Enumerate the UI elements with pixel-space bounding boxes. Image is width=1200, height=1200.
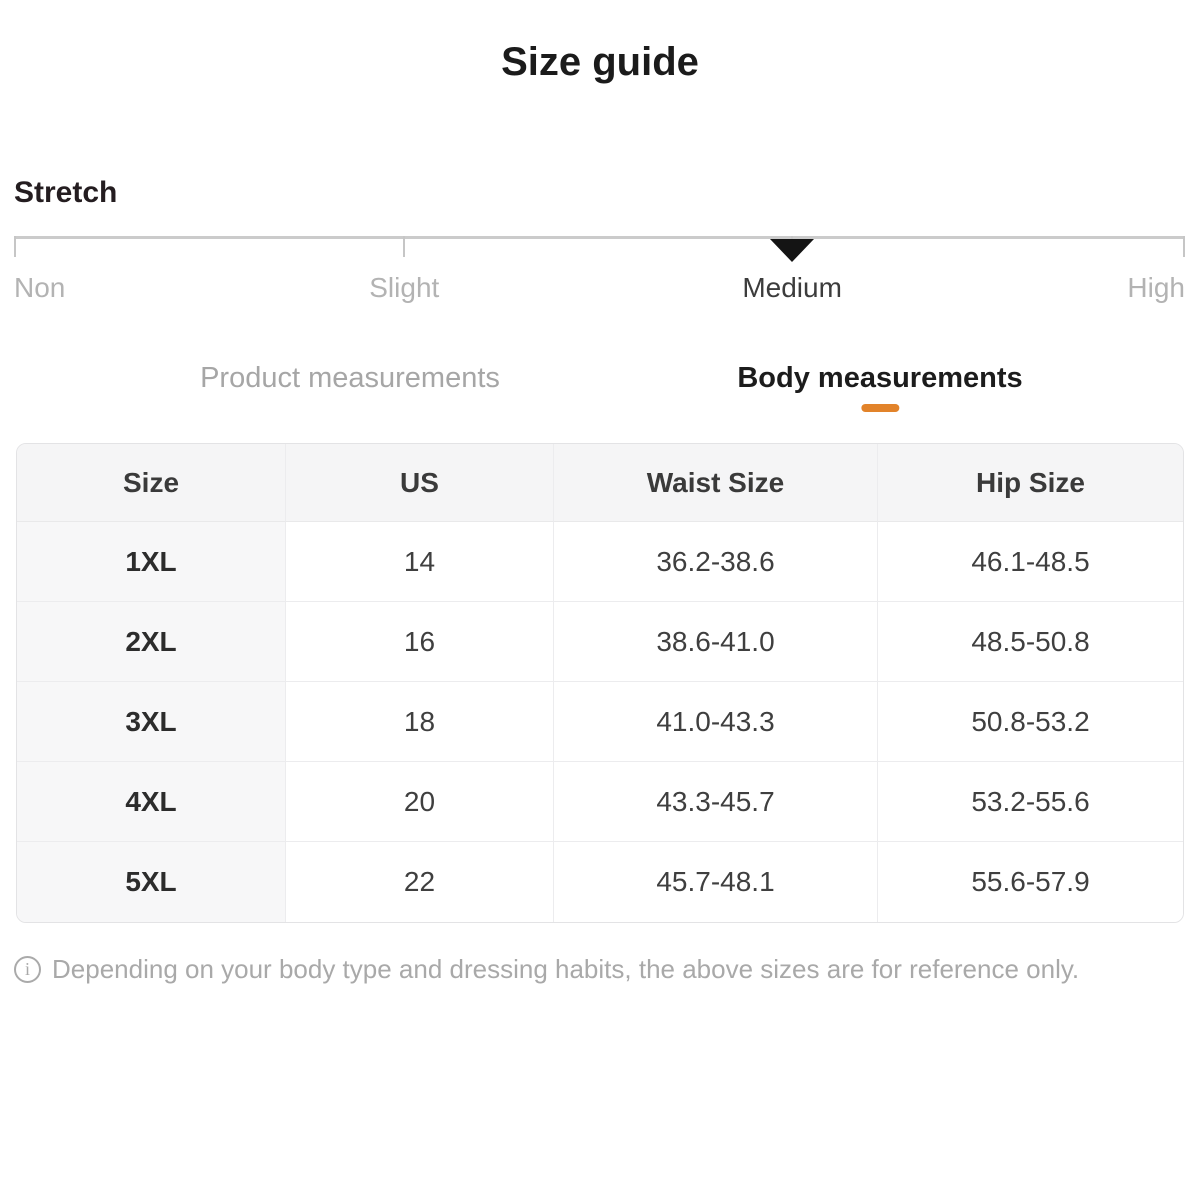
measurement-cell: 16 [286,602,554,682]
measurement-cell: 46.1-48.5 [878,522,1183,602]
tab-body-measurements-label: Body measurements [737,362,1023,394]
table-row: 5XL 22 45.7-48.1 55.6-57.9 [17,842,1183,922]
reference-note-text: Depending on your body type and dressing… [52,954,1080,984]
reference-note: i Depending on your body type and dressi… [14,954,1079,985]
measurement-cell: 20 [286,762,554,842]
table-row: 1XL 14 36.2-38.6 46.1-48.5 [17,522,1183,602]
active-tab-underline [861,404,899,412]
measurement-cell: 38.6-41.0 [554,602,878,682]
measurement-cell: 36.2-38.6 [554,522,878,602]
measurement-cell: 50.8-53.2 [878,682,1183,762]
scale-line [14,236,1185,239]
table-row: 2XL 16 38.6-41.0 48.5-50.8 [17,602,1183,682]
size-cell: 3XL [17,682,286,762]
scale-marker-triangle-icon [770,239,815,262]
measurement-cell: 55.6-57.9 [878,842,1183,922]
table-header-row: Size US Waist Size Hip Size [17,444,1183,522]
size-cell: 5XL [17,842,286,922]
scale-label-slight: Slight [369,272,440,303]
stretch-scale: Non Slight Medium High [14,236,1185,306]
column-header: Waist Size [554,444,878,522]
size-cell: 1XL [17,522,286,602]
measurement-cell: 22 [286,842,554,922]
page-title: Size guide [501,40,699,84]
scale-tick [1183,236,1185,257]
measurement-tabs: Product measurements Body measurements [0,362,1200,418]
table-body: 1XL 14 36.2-38.6 46.1-48.5 2XL 16 38.6-41.0 48.… [17,522,1183,922]
scale-tick [403,236,406,257]
info-icon: i [14,956,41,983]
measurement-cell: 14 [286,522,554,602]
scale-label-medium: Medium [742,272,842,303]
stretch-section-label: Stretch [14,176,118,209]
measurement-cell: 41.0-43.3 [554,682,878,762]
column-header: Size [17,444,286,522]
tab-body-measurements[interactable]: Body measurements [737,362,1023,412]
size-cell: 4XL [17,762,286,842]
table-row: 3XL 18 41.0-43.3 50.8-53.2 [17,682,1183,762]
column-header: Hip Size [878,444,1183,522]
scale-label-high: High [1127,272,1185,303]
size-cell: 2XL [17,602,286,682]
measurement-cell: 48.5-50.8 [878,602,1183,682]
measurement-cell: 45.7-48.1 [554,842,878,922]
tab-product-measurements[interactable]: Product measurements [200,362,500,394]
table-row: 4XL 20 43.3-45.7 53.2-55.6 [17,762,1183,842]
measurement-cell: 18 [286,682,554,762]
measurement-cell: 53.2-55.6 [878,762,1183,842]
column-header: US [286,444,554,522]
scale-tick [14,236,16,257]
measurement-cell: 43.3-45.7 [554,762,878,842]
size-table: Size US Waist Size Hip Size 1XL 14 36.2-38.6 4… [16,443,1184,923]
scale-label-non: Non [14,272,66,303]
